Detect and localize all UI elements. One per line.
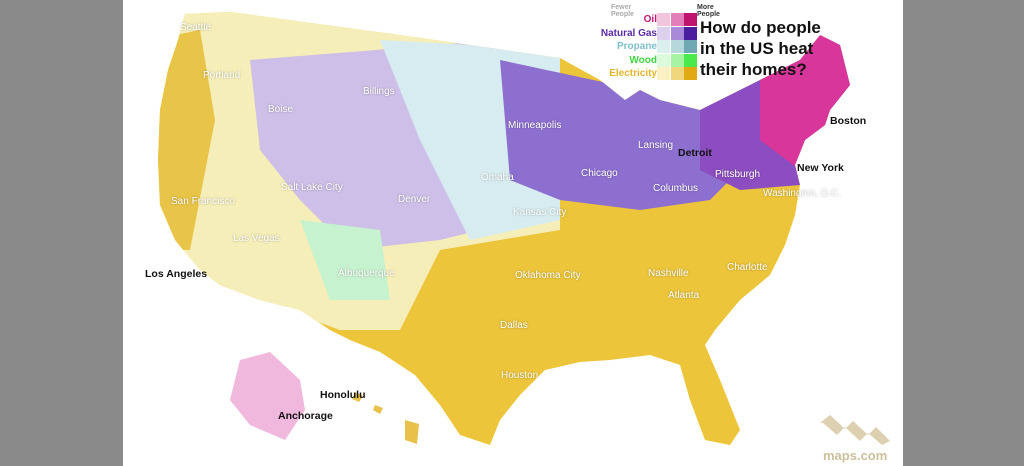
legend-swatch — [684, 26, 697, 40]
city-label-honolulu: Honolulu — [320, 389, 366, 401]
city-label-los-angeles: Los Angeles — [145, 268, 208, 280]
legend-swatch — [670, 13, 684, 26]
region-southwest-wood — [300, 220, 390, 300]
region-pacific — [158, 30, 215, 250]
legend-row-propane: Propane — [591, 40, 701, 53]
city-label-seattle: Seattle — [180, 22, 212, 33]
legend-row-electricity: Electricity — [591, 67, 701, 80]
legend-swatch — [684, 40, 697, 53]
legend-label: Electricity — [609, 68, 657, 79]
city-label-las-vegas: Las Vegas — [233, 233, 280, 244]
city-label-san-francisco: San Francisco — [171, 196, 235, 207]
legend-fewer-label: Fewer People — [611, 4, 634, 18]
city-label-billings: Billings — [363, 86, 395, 97]
city-label-columbus: Columbus — [653, 183, 699, 194]
legend-more-label: More People — [697, 4, 720, 18]
city-label-oklahoma-city: Oklahoma City — [515, 270, 581, 281]
city-label-new-york: New York — [797, 162, 844, 174]
city-label-salt-lake-city: Salt Lake City — [281, 182, 343, 193]
legend-swatch — [657, 26, 670, 40]
legend-swatch — [670, 40, 684, 53]
us-heating-map — [158, 12, 850, 445]
city-label-detroit: Detroit — [678, 147, 712, 159]
legend-label: Oil — [643, 14, 657, 25]
legend-swatch — [657, 67, 670, 80]
city-label-anchorage: Anchorage — [278, 410, 333, 422]
city-label-lansing: Lansing — [638, 140, 674, 151]
legend-swatch — [670, 26, 684, 40]
city-label-dallas: Dallas — [500, 320, 528, 331]
legend-label: Wood — [629, 54, 657, 66]
legend-swatch — [657, 13, 670, 26]
city-label-charlotte: Charlotte — [727, 262, 768, 273]
legend-swatch — [684, 13, 697, 26]
legend-row-wood: Wood — [591, 53, 701, 67]
legend-swatch — [684, 67, 697, 80]
city-label-portland: Portland — [203, 70, 241, 81]
region-midwest-gas — [500, 60, 760, 210]
legend-swatch — [657, 40, 670, 53]
city-label-washington-d-c-: Washington, D.C. — [763, 188, 841, 199]
city-label-pittsburgh: Pittsburgh — [715, 169, 761, 180]
city-label-chicago: Chicago — [581, 168, 618, 179]
hawaii — [352, 392, 419, 444]
city-label-omaha: Omaha — [481, 172, 514, 183]
city-label-albuquerque: Albuquerque — [338, 268, 395, 279]
city-label-atlanta: Atlanta — [668, 290, 700, 301]
legend-swatch — [657, 53, 670, 67]
map-title: How do people in the US heat their homes… — [700, 18, 821, 79]
legend-label: Natural Gas — [600, 27, 657, 39]
city-label-denver: Denver — [398, 194, 431, 205]
legend-row-oil: Oil — [591, 13, 701, 26]
legend-label: Propane — [616, 41, 657, 52]
city-label-nashville: Nashville — [648, 268, 689, 279]
legend-swatch — [684, 53, 697, 67]
legend-swatch — [670, 53, 684, 67]
maps-com-logo — [820, 415, 890, 445]
city-label-houston: Houston — [501, 370, 539, 381]
city-label-boston: Boston — [830, 115, 867, 127]
legend-swatch — [670, 67, 684, 80]
city-label-kansas-city: Kansas City — [513, 207, 567, 218]
city-label-boise: Boise — [268, 104, 294, 115]
city-label-minneapolis: Minneapolis — [508, 120, 562, 131]
brand-text: maps.com — [823, 448, 888, 463]
alaska — [230, 352, 305, 440]
map-canvas: Seattle Portland Boise Billings Minneapolis L… — [123, 0, 903, 466]
legend-row-natural-gas: Natural Gas — [591, 26, 701, 40]
